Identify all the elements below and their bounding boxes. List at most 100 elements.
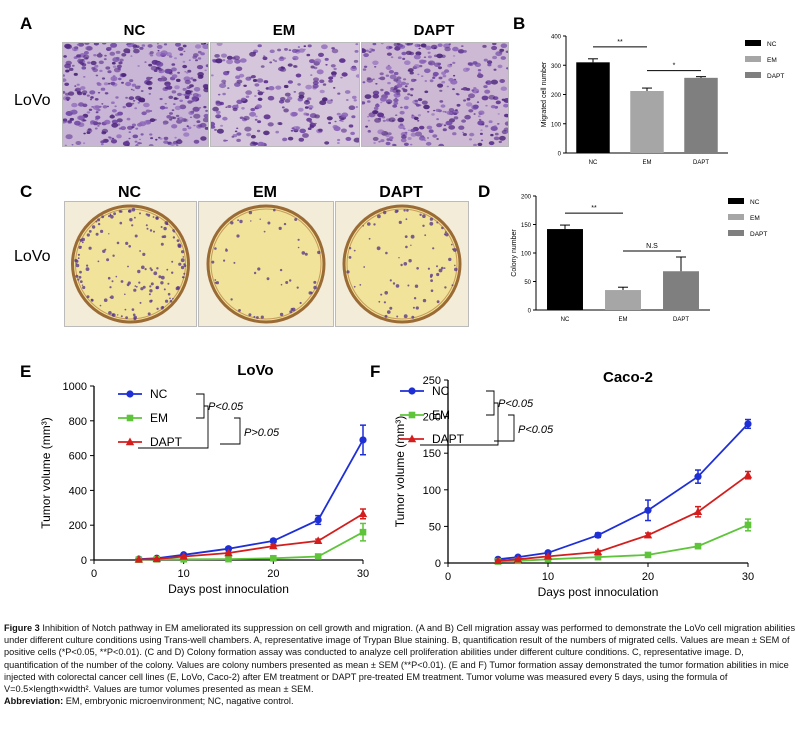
point-em — [694, 542, 702, 550]
point-nc — [359, 436, 367, 444]
chart-f: Caco-2 0 50 100 150 200 250 0 10 20 30 Days post in… — [393, 369, 754, 599]
significance-label: ** — [591, 205, 597, 212]
legend-label-dapt: DAPT — [750, 231, 767, 238]
significance-label: P<0.05 — [518, 424, 554, 436]
transwell-image-dapt — [361, 42, 509, 147]
panel-letter-e: E — [20, 362, 32, 381]
y-tick-label: 300 — [551, 64, 562, 70]
legend-label-em: EM — [432, 408, 450, 422]
x-tick-label: DAPT — [693, 160, 709, 166]
y-axis-title: Migrated cell number — [541, 61, 548, 127]
point-em — [744, 521, 752, 529]
x-tick-label: 10 — [542, 571, 554, 583]
significance-label: N.S — [646, 243, 658, 250]
point-dapt — [513, 554, 523, 563]
y-axis-title: Tumor volume (mm³) — [39, 417, 53, 529]
figure-caption: Figure 3 Inhibition of Notch pathway in … — [4, 622, 799, 707]
significance-bracket — [486, 390, 495, 416]
point-nc — [594, 531, 602, 539]
point-dapt — [493, 556, 503, 565]
caption-body: (A and B) Cell migration assay was perfo… — [4, 623, 796, 695]
point-nc — [744, 420, 752, 428]
point-dapt — [358, 509, 368, 518]
panel-letter-c: C — [20, 182, 33, 201]
y-tick-label: 0 — [558, 152, 562, 158]
panel-c-header-em: EM — [253, 184, 277, 201]
colony-image-dapt — [335, 201, 469, 327]
significance-bracket — [220, 417, 241, 445]
bar-nc — [547, 229, 583, 310]
point-dapt — [152, 554, 161, 563]
y-tick-label: 0 — [528, 309, 532, 315]
x-tick-label: EM — [643, 160, 652, 166]
caption-abbr-label: Abbreviation: — [4, 696, 64, 707]
colony-image-em — [198, 201, 334, 327]
y-tick-label: 100 — [551, 122, 562, 128]
point-dapt — [643, 530, 653, 539]
point-dapt — [543, 551, 553, 560]
y-tick-label: 1000 — [63, 381, 87, 393]
panel-c-cell-line-label: LoVo — [14, 248, 51, 265]
significance-label: P<0.05 — [208, 401, 244, 413]
x-tick-label: 10 — [178, 568, 190, 580]
legend-label-dapt: DAPT — [432, 432, 465, 446]
legend-swatch-em — [745, 56, 761, 62]
x-tick-label: 30 — [357, 568, 369, 580]
y-tick-label: 100 — [423, 485, 441, 497]
legend-swatch-em — [728, 214, 744, 220]
legend-label-dapt: DAPT — [767, 73, 784, 80]
colony-image-nc — [64, 201, 197, 327]
point-em — [225, 555, 232, 563]
bar-em — [605, 290, 641, 310]
y-tick-label: 400 — [551, 35, 562, 41]
series-line-dapt — [497, 474, 749, 562]
point-em — [270, 554, 277, 562]
legend-swatch-dapt — [745, 72, 761, 78]
y-tick-label: 600 — [69, 451, 87, 463]
y-tick-label: 200 — [423, 412, 441, 424]
y-tick-label: 100 — [521, 252, 532, 258]
point-nc — [314, 516, 322, 524]
significance-label: P>0.05 — [244, 427, 280, 439]
panel-letter-f: F — [370, 362, 381, 381]
point-nc — [644, 506, 652, 514]
x-tick-label: 20 — [267, 568, 279, 580]
x-tick-label: EM — [619, 317, 628, 323]
x-tick-label: NC — [561, 317, 570, 323]
transwell-image-em — [210, 42, 360, 147]
panel-c-header-dapt: DAPT — [379, 184, 423, 201]
x-tick-label: 0 — [445, 571, 451, 583]
legend-swatch-nc — [745, 40, 761, 46]
legend-label-nc: NC — [767, 41, 777, 48]
x-tick-label: NC — [589, 160, 598, 166]
significance-label: P<0.05 — [498, 398, 534, 410]
panel-letter-a: A — [20, 14, 33, 33]
point-dapt — [134, 554, 144, 563]
x-tick-label: DAPT — [673, 317, 689, 323]
chart-d: 0 50 100 150 200 Colony number NC EM DAPT ** N.S NC… — [511, 195, 767, 324]
y-axis-title: Colony number — [511, 229, 518, 277]
y-tick-label: 0 — [435, 558, 441, 570]
panel-a-header-nc: NC — [123, 22, 146, 39]
point-dapt — [693, 507, 703, 515]
legend-swatch-nc — [728, 198, 744, 204]
point-dapt — [313, 536, 323, 545]
caption-abbr-text: EM, embryonic microenvironment; NC, naga… — [65, 696, 294, 707]
series-line-nc — [138, 439, 364, 560]
x-axis-title: Days post innoculation — [168, 582, 289, 596]
point-dapt — [224, 548, 233, 557]
y-tick-label: 50 — [429, 521, 441, 533]
legend-marker-dapt — [125, 437, 135, 446]
legend-marker-em — [126, 414, 134, 422]
panel-a-header-dapt: DAPT — [413, 22, 455, 39]
y-tick-label: 250 — [423, 375, 441, 387]
bar-nc — [576, 62, 610, 154]
legend-label-nc: NC — [432, 384, 450, 398]
y-axis-title: Tumor volume (mm³) — [393, 416, 407, 528]
point-dapt — [269, 541, 278, 550]
caption-title: Inhibition of Notch pathway in EM amelio… — [42, 623, 414, 633]
chart-title: Caco-2 — [603, 369, 653, 386]
legend-swatch-dapt — [728, 230, 744, 236]
series-line-nc — [497, 423, 749, 561]
y-tick-label: 200 — [521, 195, 532, 201]
